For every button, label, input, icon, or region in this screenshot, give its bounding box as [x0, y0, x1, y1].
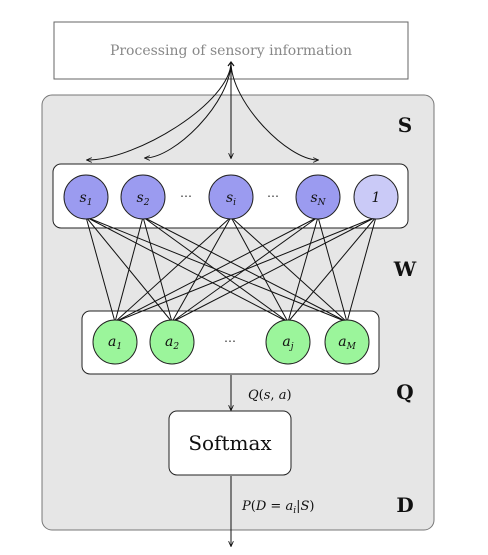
action-node-label: a1 — [108, 334, 122, 352]
weight-edge — [287, 216, 319, 323]
weight-edge — [114, 216, 319, 323]
state-node-circle — [208, 174, 254, 220]
weight-edge — [346, 216, 377, 323]
weight-edge — [142, 216, 173, 323]
input-arrow — [87, 61, 232, 160]
action-node: a2 — [149, 319, 195, 365]
weight-edge — [114, 216, 144, 323]
state-nodes: s1 s2 si sN 1 — [63, 174, 399, 220]
state-node: sN — [295, 174, 341, 220]
state-node-label: s2 — [137, 190, 150, 208]
state-ellipsis-1: ⋯ — [180, 189, 192, 203]
action-node: a1 — [92, 319, 138, 365]
state-node-label: 1 — [372, 190, 381, 206]
q-label: Q(s, a) — [248, 388, 292, 403]
action-node: aM — [324, 319, 370, 365]
softmax-box — [168, 410, 292, 476]
input-arrow — [145, 61, 232, 158]
weight-edge — [230, 216, 289, 323]
action-node-label: aM — [338, 334, 356, 352]
weight-edge — [171, 216, 377, 323]
state-ellipsis-2: ⋯ — [267, 189, 279, 203]
action-node-circle — [265, 319, 311, 365]
weight-edges — [85, 216, 377, 323]
processing-box-label: Processing of sensory information — [110, 43, 352, 59]
softmax-label: Softmax — [188, 431, 272, 455]
section-label-w: W — [393, 257, 417, 281]
action-node-circle — [92, 319, 138, 365]
state-node-circle — [63, 174, 109, 220]
state-node-circle — [120, 174, 166, 220]
weight-edge — [171, 216, 232, 323]
p-label: P(D = ai|S) — [241, 499, 314, 516]
action-node-label: aj — [282, 334, 293, 352]
state-node-label: s1 — [80, 190, 93, 208]
weight-edge — [287, 216, 377, 323]
fan-origin-tip — [227, 61, 235, 67]
action-node-circle — [149, 319, 195, 365]
action-ellipsis: ⋯ — [224, 334, 236, 348]
state-node-label: sN — [310, 190, 326, 208]
action-node: aj — [265, 319, 311, 365]
weight-edge — [114, 216, 232, 323]
weight-edge — [85, 216, 289, 323]
state-node: s1 — [63, 174, 109, 220]
weight-edge — [114, 216, 377, 323]
input-arrow — [230, 61, 318, 160]
action-node-label: a2 — [165, 334, 179, 352]
state-node: 1 — [353, 174, 399, 220]
input-arrows — [87, 61, 318, 160]
bias-node-circle — [353, 174, 399, 220]
state-node: s2 — [120, 174, 166, 220]
weight-edge — [85, 216, 116, 323]
action-nodes: a1 a2 aj aM — [92, 319, 370, 365]
state-node-circle — [295, 174, 341, 220]
weight-edge — [230, 216, 348, 323]
section-label-s: S — [398, 113, 412, 137]
section-label-d: D — [396, 493, 413, 517]
section-label-q: Q — [396, 380, 413, 404]
state-node-label: si — [226, 190, 236, 208]
action-node-circle — [324, 319, 370, 365]
state-node: si — [208, 174, 254, 220]
